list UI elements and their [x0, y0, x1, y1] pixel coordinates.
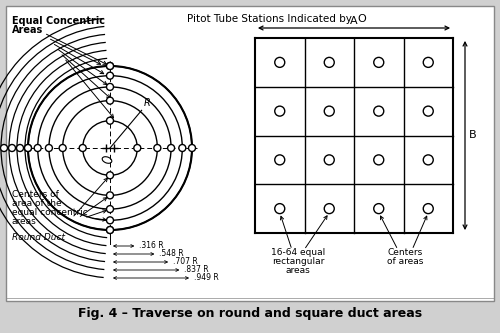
Text: O: O [357, 14, 366, 24]
Circle shape [423, 57, 433, 67]
Text: .707 R: .707 R [173, 257, 198, 266]
Circle shape [106, 205, 114, 212]
Circle shape [324, 57, 334, 67]
Circle shape [34, 145, 41, 152]
Text: 16-64 equal: 16-64 equal [271, 248, 325, 257]
Circle shape [423, 203, 433, 214]
Circle shape [423, 106, 433, 116]
Circle shape [24, 145, 32, 152]
Text: .949 R: .949 R [194, 273, 219, 282]
Text: Fig. 4 – Traverse on round and square duct areas: Fig. 4 – Traverse on round and square du… [78, 307, 422, 320]
Circle shape [8, 145, 16, 152]
Text: A: A [350, 16, 358, 26]
Text: areas: areas [286, 266, 310, 275]
Circle shape [106, 72, 114, 79]
Text: rectangular: rectangular [272, 257, 324, 266]
Text: .316 R: .316 R [140, 241, 164, 250]
Text: .837 R: .837 R [184, 265, 209, 274]
Circle shape [24, 145, 32, 152]
Circle shape [106, 63, 114, 70]
Circle shape [324, 155, 334, 165]
Circle shape [16, 145, 24, 152]
Circle shape [59, 145, 66, 152]
Circle shape [374, 57, 384, 67]
Circle shape [106, 117, 114, 124]
Circle shape [79, 145, 86, 152]
Circle shape [46, 145, 52, 152]
Text: R: R [144, 98, 150, 108]
Text: equal concentric: equal concentric [12, 208, 88, 217]
Circle shape [179, 145, 186, 152]
Circle shape [106, 226, 114, 233]
Circle shape [324, 106, 334, 116]
Circle shape [154, 145, 161, 152]
Circle shape [106, 226, 114, 233]
Circle shape [106, 63, 114, 70]
Text: of areas: of areas [387, 257, 423, 266]
Text: Round Duct: Round Duct [12, 233, 65, 242]
Circle shape [374, 203, 384, 214]
Circle shape [106, 97, 114, 104]
Text: B: B [469, 131, 476, 141]
Circle shape [168, 145, 174, 152]
Circle shape [275, 203, 285, 214]
Circle shape [374, 106, 384, 116]
Circle shape [106, 172, 114, 179]
Circle shape [275, 57, 285, 67]
Text: Centers: Centers [388, 248, 422, 257]
Circle shape [134, 145, 141, 152]
Circle shape [0, 145, 7, 152]
Circle shape [275, 106, 285, 116]
Circle shape [106, 217, 114, 224]
Text: area of the: area of the [12, 199, 62, 208]
Circle shape [188, 145, 196, 152]
Text: Centers of: Centers of [12, 190, 59, 199]
Text: Pitot Tube Stations Indicated by: Pitot Tube Stations Indicated by [187, 14, 355, 24]
Text: Areas: Areas [12, 25, 44, 35]
Circle shape [275, 155, 285, 165]
Circle shape [374, 155, 384, 165]
Text: areas: areas [12, 217, 37, 226]
Text: .548 R: .548 R [160, 249, 184, 258]
Circle shape [324, 203, 334, 214]
Circle shape [106, 192, 114, 199]
FancyBboxPatch shape [6, 6, 494, 301]
Text: Equal Concentric: Equal Concentric [12, 16, 105, 26]
Circle shape [423, 155, 433, 165]
Circle shape [106, 83, 114, 91]
